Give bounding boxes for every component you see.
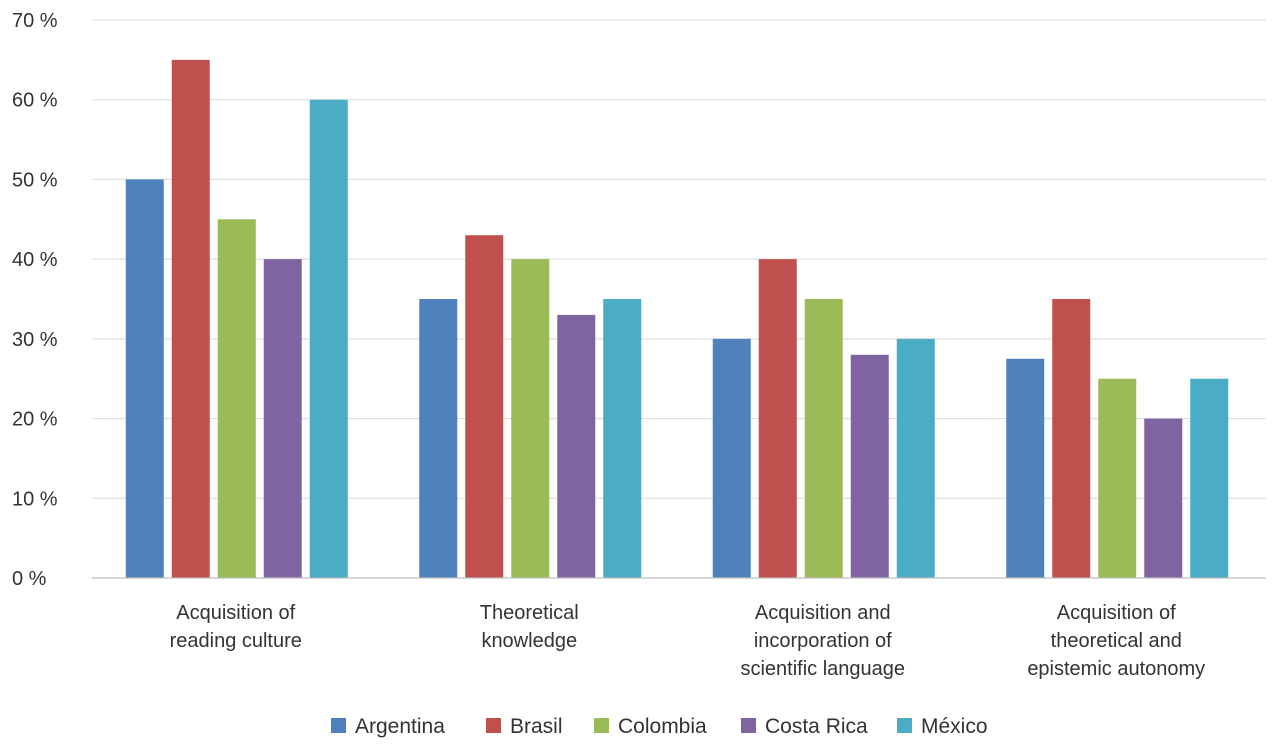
bar-colombia-2	[804, 299, 843, 578]
bar-brasil-0	[171, 59, 210, 579]
bar-m-xico-3	[1190, 378, 1229, 578]
x-category-label: incorporation of	[754, 630, 892, 652]
y-tick-label: 20 %	[12, 409, 58, 431]
bar-colombia-1	[511, 259, 550, 578]
legend-swatch	[594, 718, 609, 733]
bar-brasil-1	[465, 235, 504, 578]
bar-colombia-0	[217, 219, 256, 579]
category-labels: Acquisition of reading culture Theoretical…	[170, 602, 1206, 680]
bar-costa-rica-2	[850, 354, 889, 578]
bar-costa-rica-3	[1144, 418, 1183, 578]
legend-label: México	[921, 715, 988, 738]
x-category-label: reading culture	[170, 630, 302, 652]
x-category-label: epistemic autonomy	[1027, 658, 1205, 680]
bars	[125, 59, 1229, 579]
x-category-label: scientific language	[740, 658, 905, 680]
legend: Argentina Brasil Colombia Costa Rica México	[331, 715, 988, 738]
legend-label: Brasil	[510, 715, 563, 738]
bar-argentina-0	[125, 179, 164, 578]
bar-argentina-2	[712, 338, 751, 578]
legend-swatch	[486, 718, 501, 733]
y-tick-label: 60 %	[12, 90, 58, 112]
x-category-label: Acquisition and	[755, 602, 891, 624]
y-tick-label: 70 %	[12, 10, 58, 32]
bar-m-xico-0	[309, 99, 348, 578]
bar-argentina-1	[419, 299, 458, 578]
bar-brasil-3	[1052, 299, 1091, 578]
bar-costa-rica-0	[263, 259, 302, 578]
legend-label: Costa Rica	[765, 715, 868, 738]
bar-m-xico-2	[896, 338, 935, 578]
x-category-label: Acquisition of	[176, 602, 295, 624]
legend-swatch	[741, 718, 756, 733]
y-tick-label: 30 %	[12, 329, 58, 351]
legend-label: Argentina	[355, 715, 445, 738]
bar-colombia-3	[1098, 378, 1137, 578]
y-tick-label: 50 %	[12, 169, 58, 191]
legend-swatch	[897, 718, 912, 733]
legend-swatch	[331, 718, 346, 733]
bar-m-xico-1	[603, 299, 642, 578]
x-category-label: Acquisition of	[1057, 602, 1176, 624]
y-axis-ticks: 0 % 10 % 20 % 30 % 40 % 50 % 60 % 70 %	[12, 10, 58, 590]
bar-brasil-2	[758, 259, 797, 578]
x-category-label: knowledge	[481, 630, 577, 652]
x-category-label: theoretical and	[1051, 630, 1182, 652]
y-tick-label: 40 %	[12, 249, 58, 271]
y-tick-label: 0 %	[12, 568, 47, 590]
bar-argentina-3	[1006, 358, 1045, 578]
x-category-label: Theoretical	[480, 602, 579, 624]
legend-label: Colombia	[618, 715, 707, 738]
bar-costa-rica-1	[557, 314, 596, 578]
y-tick-label: 10 %	[12, 488, 58, 510]
